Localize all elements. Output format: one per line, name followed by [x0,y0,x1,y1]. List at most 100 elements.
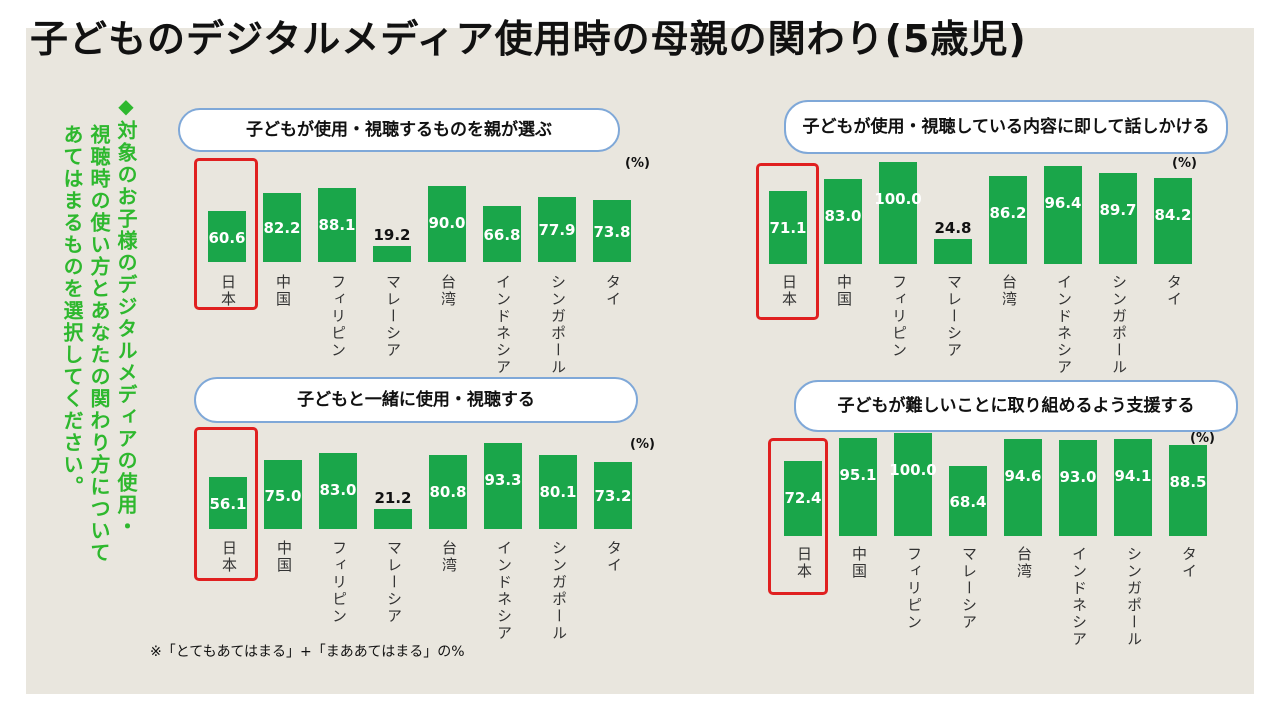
data-label: 56.1 [209,495,247,514]
category-label: 中国 [274,274,292,308]
data-label: 73.2 [594,487,632,506]
data-label: 21.2 [374,489,412,508]
bar [1044,165,1082,264]
side-note-column: あてはまるものを選択してください。 [60,124,84,498]
bar [1169,444,1207,536]
data-label: 19.2 [373,225,411,244]
bar [1114,439,1152,536]
data-label: 73.8 [593,223,631,241]
bar [373,245,411,262]
footnote: ※「とてもあてはまる」+「まああてはまる」の% [150,644,465,660]
data-label: 83.0 [319,480,357,499]
category-label: 台湾 [440,540,458,574]
chart-title: 子どもが難しいことに取り組めるよう支援する [794,380,1238,432]
bar [593,200,631,262]
category-label: フィリピン [890,274,908,359]
bar [1004,438,1042,536]
bar [894,433,932,536]
data-label: 96.4 [1044,193,1082,212]
category-label: 日本 [219,274,237,308]
bar [784,461,822,536]
data-label: 93.0 [1059,468,1097,487]
data-label: 89.7 [1099,200,1137,219]
unit-label: (%) [630,437,655,452]
bar [989,176,1027,264]
category-label: インドネシア [495,540,513,642]
category-label: マレーシア [385,540,403,625]
chart-title: 子どもが使用・視聴するものを親が選ぶ [178,108,620,152]
bar [208,211,246,262]
category-label: 中国 [835,274,853,308]
bar [949,465,987,536]
data-label: 88.5 [1169,472,1207,491]
bar [839,438,877,536]
category-label: タイ [604,274,622,308]
data-label: 83.0 [824,207,862,226]
category-label: 台湾 [1000,274,1018,308]
category-label: タイ [1165,274,1183,308]
category-label: フィリピン [905,546,923,631]
category-label: シンガポール [549,274,567,376]
category-label: 台湾 [439,274,457,308]
category-label: 台湾 [1015,546,1033,580]
category-label: タイ [605,540,623,574]
chart-title: 子どもと一緒に使用・視聴する [194,377,638,423]
data-label: 60.6 [208,228,246,247]
highlight-box [768,438,828,595]
bar [1059,440,1097,536]
bar [769,191,807,264]
category-label: 中国 [850,546,868,580]
category-label: フィリピン [330,540,348,625]
category-label: インドネシア [1070,546,1088,648]
data-label: 90.0 [428,214,466,233]
bar [374,509,412,529]
data-label: 88.1 [318,215,356,234]
category-label: シンガポール [550,540,568,642]
bar [429,454,467,529]
category-label: 日本 [220,540,238,574]
data-label: 94.6 [1004,466,1042,485]
data-label: 80.8 [429,482,467,501]
bar [428,186,466,262]
unit-label: (%) [1190,431,1215,446]
bar [319,452,357,529]
highlight-box [194,158,258,310]
category-label: タイ [1180,546,1198,580]
bar [539,455,577,529]
category-label: インドネシア [1055,274,1073,376]
unit-label: (%) [1172,156,1197,171]
bar [934,238,972,264]
data-label: 100.0 [874,190,922,208]
category-label: マレーシア [945,274,963,359]
category-label: 日本 [795,546,813,580]
category-label: インドネシア [494,274,512,376]
chart-title: 子どもが使用・視聴している内容に即して話しかける [784,100,1228,154]
bar [824,179,862,264]
bar [879,162,917,264]
category-label: マレーシア [960,546,978,631]
data-label: 84.2 [1154,206,1192,225]
category-label: 日本 [780,274,798,308]
unit-label: (%) [625,156,650,171]
data-label: 72.4 [784,489,822,508]
bar [209,477,247,529]
bar [263,192,301,262]
bar [484,443,522,529]
bar [264,460,302,529]
page-title: 子どものデジタルメディア使用時の母親の関わり(5歳児) [30,17,1027,61]
side-note-column: 視聴時の使い方とあなたの関わり方について [87,124,111,564]
data-label: 71.1 [769,219,807,238]
data-label: 100.0 [889,461,937,479]
side-note-column: ◆対象のお子様のデジタルメディアの使用・ [114,94,138,538]
data-label: 68.4 [949,492,987,511]
data-label: 24.8 [934,218,972,237]
category-label: マレーシア [384,274,402,359]
category-label: シンガポール [1125,546,1143,648]
data-label: 94.1 [1114,467,1152,486]
data-label: 86.2 [989,204,1027,223]
category-label: シンガポール [1110,274,1128,376]
bar [1099,172,1137,264]
bar [1154,178,1192,264]
bar [594,461,632,529]
data-label: 95.1 [839,466,877,485]
